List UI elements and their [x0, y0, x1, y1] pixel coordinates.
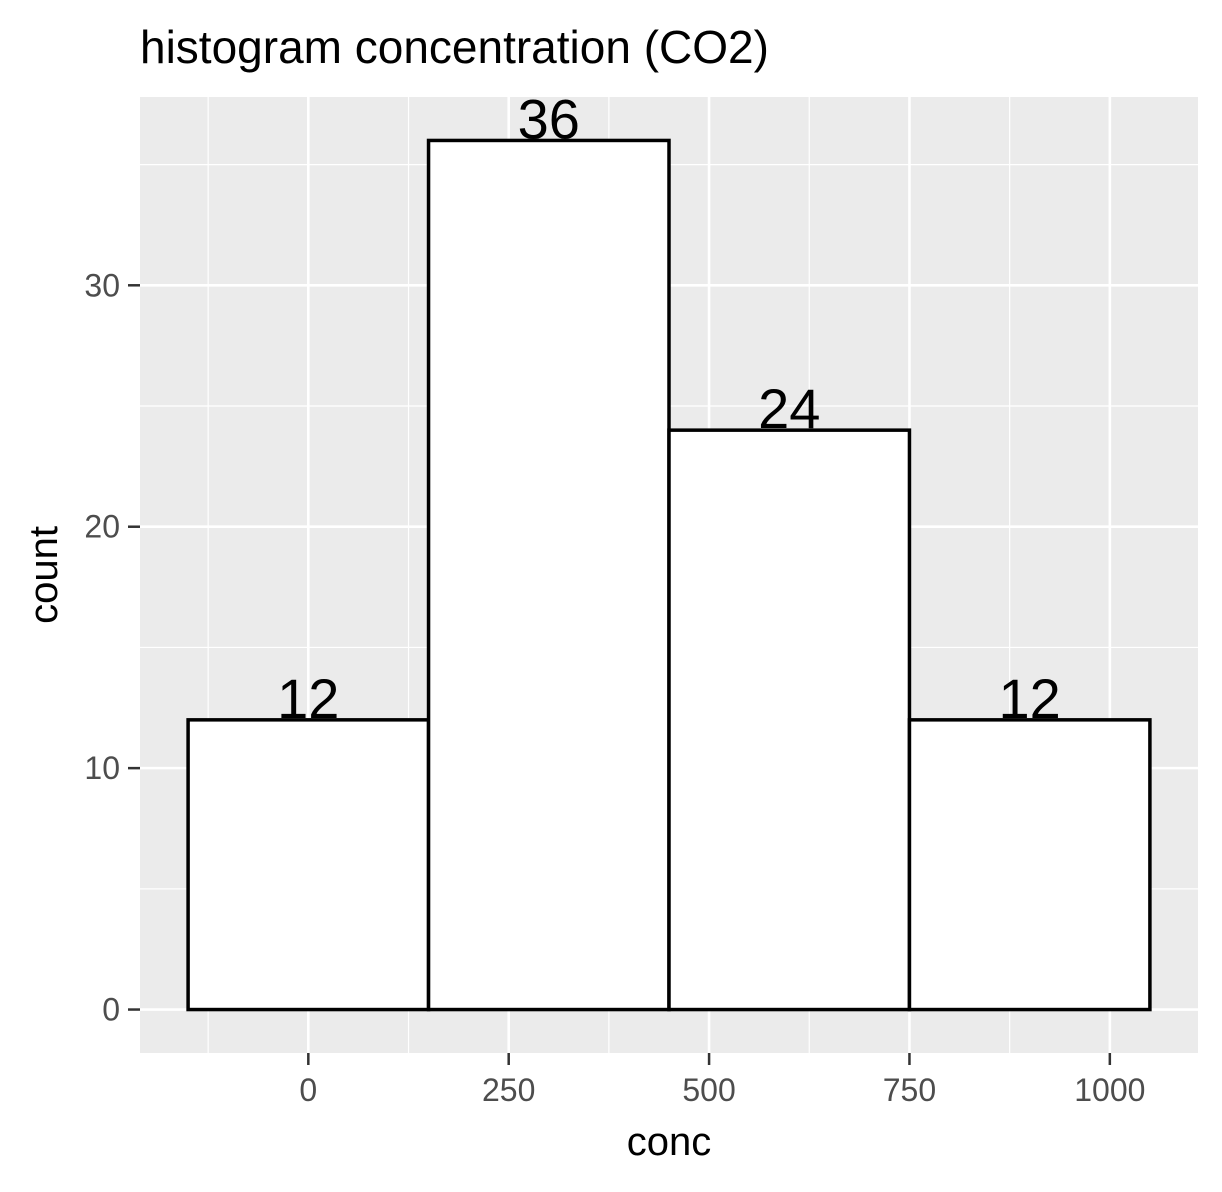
- x-axis-title: conc: [627, 1120, 712, 1164]
- bar-count-label: 36: [518, 87, 580, 150]
- bar-count-labels: 12 36 24 12: [277, 87, 1061, 729]
- x-tick-label: 750: [883, 1072, 936, 1108]
- histogram-bars: [186, 138, 1152, 1012]
- bar-count-label: 12: [277, 667, 339, 730]
- y-axis: 0 10 20 30: [84, 267, 140, 1028]
- histogram-bar: [907, 718, 1152, 1012]
- y-tick-label: 30: [84, 267, 120, 303]
- x-axis: 0 250 500 750 1000: [299, 1053, 1145, 1108]
- x-tick-label: 250: [482, 1072, 535, 1108]
- y-axis-title: count: [22, 526, 66, 624]
- y-tick-label: 20: [84, 509, 120, 545]
- bar-count-label: 12: [999, 667, 1061, 730]
- histogram-bar: [186, 718, 431, 1012]
- histogram-bar: [426, 138, 671, 1012]
- x-tick-label: 0: [299, 1072, 317, 1108]
- histogram-bar: [667, 428, 912, 1012]
- bar-count-label: 24: [758, 377, 820, 440]
- x-tick-label: 1000: [1074, 1072, 1145, 1108]
- chart-title: histogram concentration (CO2): [140, 21, 769, 73]
- y-tick-label: 0: [102, 992, 120, 1028]
- y-tick-label: 10: [84, 750, 120, 786]
- x-tick-label: 500: [682, 1072, 735, 1108]
